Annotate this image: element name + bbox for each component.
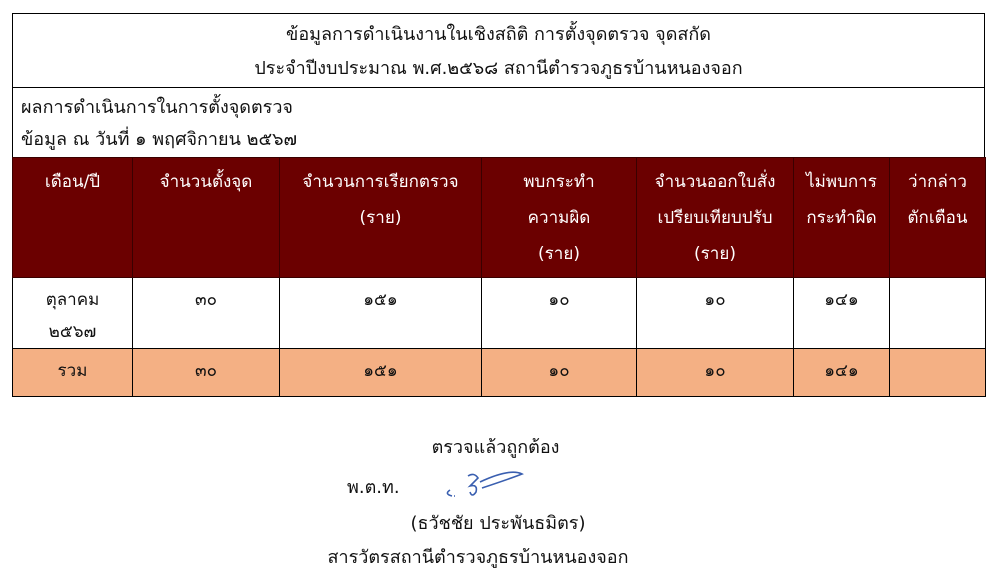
header-line: (ราย) (359, 208, 402, 228)
total-label: รวม (12, 348, 133, 397)
cell: ๑๔๑ (793, 348, 890, 397)
column-header: ไม่พบการกระทำผิด (793, 157, 890, 278)
subtitle-date: ข้อมูล ณ วันที่ ๑ พฤศจิกายน ๒๕๖๗ (21, 129, 298, 150)
statistics-table: เดือน/ปี จำนวนตั้งจุด จำนวนการเรียกตรวจ (รา… (12, 157, 986, 397)
header-line: เปรียบเทียบปรับ (657, 208, 773, 228)
header-line: (ราย) (538, 244, 580, 264)
cell: ๑๐ (481, 348, 637, 397)
cell: ๓๐ (132, 348, 280, 397)
header-line: ตักเตือน (907, 208, 968, 228)
header-line: กระทำผิด (806, 208, 877, 228)
cell (889, 348, 986, 397)
table-row: ตุลาคม๒๕๖๗ ๓๐ ๑๕๑ ๑๐ ๑๐ ๑๔๑ (12, 277, 986, 349)
report-header: ข้อมูลการดำเนินงานในเชิงสถิติ การตั้งจุด… (12, 13, 985, 160)
year: ๒๕๖๗ (48, 322, 97, 342)
signer-position: สารวัตรสถานีตำรวจภูธรบ้านหนองจอก (327, 547, 629, 568)
signer-name: (ธวัชชัย ประพันธมิตร) (410, 513, 586, 534)
verified-text: ตรวจแล้วถูกต้อง (0, 432, 996, 461)
header-line: จำนวนออกใบสั่ง (654, 172, 776, 192)
month-cell: ตุลาคม๒๕๖๗ (12, 277, 133, 349)
signature-image (446, 471, 524, 497)
header-line: จำนวนการเรียกตรวจ (302, 172, 459, 192)
cell: ๑๐ (636, 348, 794, 397)
cell: ๑๕๑ (279, 348, 482, 397)
header-line: จำนวนตั้งจุด (159, 172, 253, 192)
column-header: จำนวนการเรียกตรวจ (ราย) (279, 157, 482, 278)
header-line: (ราย) (694, 244, 736, 264)
header-row: เดือน/ปี จำนวนตั้งจุด จำนวนการเรียกตรวจ (รา… (12, 157, 986, 278)
subtitle-line-1: ผลการดำเนินการในการตั้งจุดตรวจ (21, 97, 293, 118)
total-row: รวม ๓๐ ๑๕๑ ๑๐ ๑๐ ๑๔๑ (12, 348, 986, 397)
verified-label: ตรวจแล้วถูกต้อง (431, 437, 560, 458)
header-line: ความผิด (527, 208, 591, 228)
header-line: เดือน/ปี (44, 172, 101, 192)
cell: ๑๐ (636, 277, 794, 349)
cell: ๑๕๑ (279, 277, 482, 349)
header-line: ว่ากล่าว (908, 172, 967, 192)
column-header: จำนวนตั้งจุด (132, 157, 280, 278)
report-title: ข้อมูลการดำเนินงานในเชิงสถิติ การตั้งจุด… (13, 14, 984, 88)
header-line: ไม่พบการ (806, 172, 877, 192)
rank: พ.ต.ท. (347, 477, 400, 498)
cell (889, 277, 986, 349)
cell: ๓๐ (132, 277, 280, 349)
title-line-2: ประจำปีงบประมาณ พ.ศ.๒๕๖๘ สถานีตำรวจภูธรบ… (254, 58, 743, 79)
column-header: ว่ากล่าวตักเตือน (889, 157, 986, 278)
column-header: จำนวนออกใบสั่งเปรียบเทียบปรับ (ราย) (636, 157, 794, 278)
header-line: พบกระทำ (523, 172, 595, 192)
report-subtitle: ผลการดำเนินการในการตั้งจุดตรวจ ข้อมูล ณ … (13, 88, 984, 159)
column-header: พบกระทำความผิด (ราย) (481, 157, 637, 278)
title-line-1: ข้อมูลการดำเนินงานในเชิงสถิติ การตั้งจุด… (286, 24, 711, 45)
column-header: เดือน/ปี (12, 157, 133, 278)
cell: ๑๐ (481, 277, 637, 349)
month: ตุลาคม (45, 290, 100, 310)
cell: ๑๔๑ (793, 277, 890, 349)
